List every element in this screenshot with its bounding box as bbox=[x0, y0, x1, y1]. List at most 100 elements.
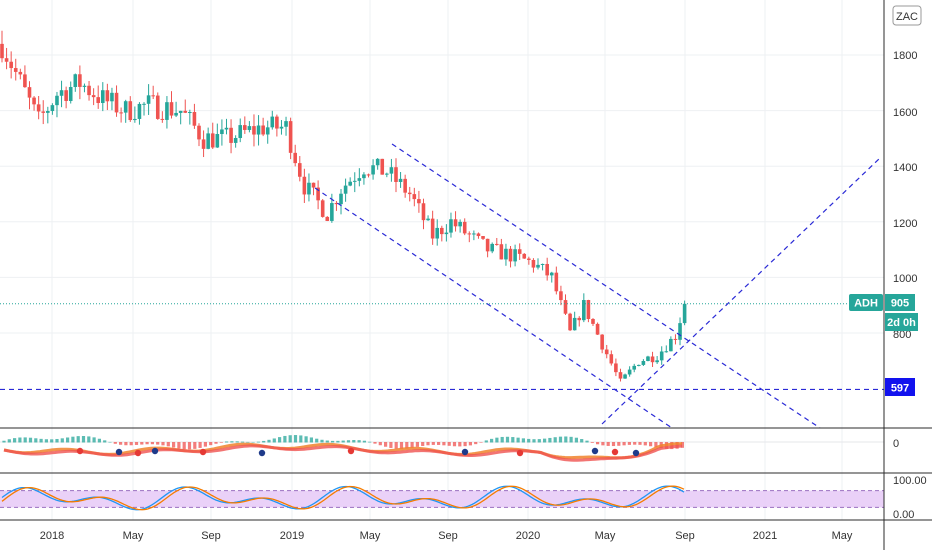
macd-bar bbox=[309, 437, 313, 443]
candle bbox=[517, 243, 522, 260]
candle bbox=[343, 178, 348, 202]
macd-bar bbox=[198, 442, 202, 448]
macd-bar bbox=[373, 442, 377, 444]
support-level-badge-text: 597 bbox=[891, 383, 909, 395]
candle bbox=[275, 114, 279, 137]
macd-bar bbox=[505, 436, 510, 443]
macd-bar bbox=[622, 442, 626, 446]
macd-bar bbox=[474, 442, 478, 445]
candle bbox=[183, 99, 188, 114]
macd-bar bbox=[537, 439, 541, 443]
candle-body bbox=[261, 125, 265, 135]
candle bbox=[197, 123, 201, 147]
candle-body bbox=[325, 216, 330, 221]
candle bbox=[325, 216, 330, 222]
candle bbox=[339, 189, 343, 215]
stochastic-axis[interactable]: 100.00 0.00 bbox=[893, 475, 927, 521]
candle-body bbox=[582, 300, 586, 321]
macd-bar bbox=[39, 438, 43, 443]
macd-bar bbox=[633, 442, 637, 445]
time-axis[interactable]: 2018 May Sep 2019 May Sep 2020 May Sep 2… bbox=[40, 530, 853, 542]
candle-body bbox=[284, 121, 288, 127]
macd-bar bbox=[50, 439, 54, 443]
macd-bar bbox=[654, 442, 658, 448]
price-axis[interactable]: 1800 1600 1400 1200 1000 800 bbox=[893, 50, 917, 341]
channel-trendlines[interactable] bbox=[314, 143, 881, 429]
macd-bar bbox=[516, 437, 520, 443]
macd-bar bbox=[66, 437, 70, 443]
macd-bar bbox=[145, 442, 149, 445]
macd-bar bbox=[447, 442, 451, 446]
candle bbox=[426, 215, 430, 221]
macd-bar bbox=[352, 440, 356, 443]
candle-body bbox=[174, 112, 178, 116]
candle bbox=[559, 285, 563, 306]
candle-body bbox=[352, 180, 357, 182]
candle bbox=[682, 300, 687, 326]
macd-bar bbox=[378, 442, 382, 446]
candle bbox=[297, 156, 302, 182]
stochastic-d-line bbox=[1, 485, 685, 511]
macd-cross-dot bbox=[76, 447, 84, 455]
candle-body bbox=[279, 126, 284, 129]
time-tick: 2018 bbox=[40, 530, 64, 542]
candle bbox=[563, 294, 568, 315]
macd-bar bbox=[18, 437, 22, 443]
candle bbox=[288, 117, 293, 160]
candle-body bbox=[339, 193, 343, 205]
macd-bar bbox=[389, 442, 393, 448]
macd-bar bbox=[283, 435, 287, 443]
candle-body bbox=[18, 71, 23, 75]
candle-body bbox=[146, 95, 151, 104]
macd-bar bbox=[166, 442, 170, 447]
candle bbox=[78, 65, 82, 100]
candle bbox=[18, 68, 23, 80]
candle-body bbox=[664, 351, 669, 353]
candle-body bbox=[559, 291, 563, 301]
candle bbox=[9, 51, 13, 79]
candle bbox=[55, 91, 59, 118]
time-tick: May bbox=[360, 530, 381, 542]
currency-label[interactable]: ZAC bbox=[892, 5, 922, 26]
macd-bar bbox=[219, 442, 223, 443]
macd-bar bbox=[103, 440, 107, 443]
candle bbox=[0, 30, 4, 63]
macd-bar bbox=[235, 441, 239, 443]
candle bbox=[595, 322, 600, 335]
candle-body bbox=[568, 313, 572, 331]
candle bbox=[659, 346, 664, 365]
candle-body bbox=[673, 338, 678, 340]
candle-body bbox=[375, 158, 380, 166]
candle bbox=[137, 102, 142, 125]
candle-body bbox=[110, 92, 114, 102]
candle-body bbox=[536, 264, 540, 268]
candle-body bbox=[600, 334, 604, 350]
chart-grid bbox=[0, 0, 884, 520]
candle bbox=[279, 120, 284, 135]
time-tick: Sep bbox=[675, 530, 695, 542]
macd-bar bbox=[60, 438, 64, 443]
macd-bar bbox=[431, 442, 435, 445]
macd-axis[interactable]: 0 bbox=[893, 438, 899, 450]
candle-body bbox=[275, 116, 279, 129]
candle bbox=[494, 237, 499, 246]
macd-bar bbox=[182, 442, 186, 450]
candle-body bbox=[188, 112, 192, 114]
candle-body bbox=[320, 200, 325, 217]
candle-body bbox=[41, 111, 46, 113]
candle-body bbox=[330, 203, 334, 221]
candle bbox=[444, 224, 449, 242]
macd-bar bbox=[119, 442, 123, 445]
macd-bar bbox=[278, 437, 282, 443]
candle bbox=[504, 243, 508, 266]
candle bbox=[100, 82, 105, 112]
candle bbox=[46, 106, 50, 124]
candle-body bbox=[508, 248, 513, 262]
macd-bar bbox=[44, 439, 48, 443]
candle-body bbox=[46, 111, 50, 113]
candle bbox=[604, 344, 609, 359]
candle bbox=[421, 198, 426, 230]
candle bbox=[174, 101, 178, 118]
candle bbox=[646, 355, 650, 362]
